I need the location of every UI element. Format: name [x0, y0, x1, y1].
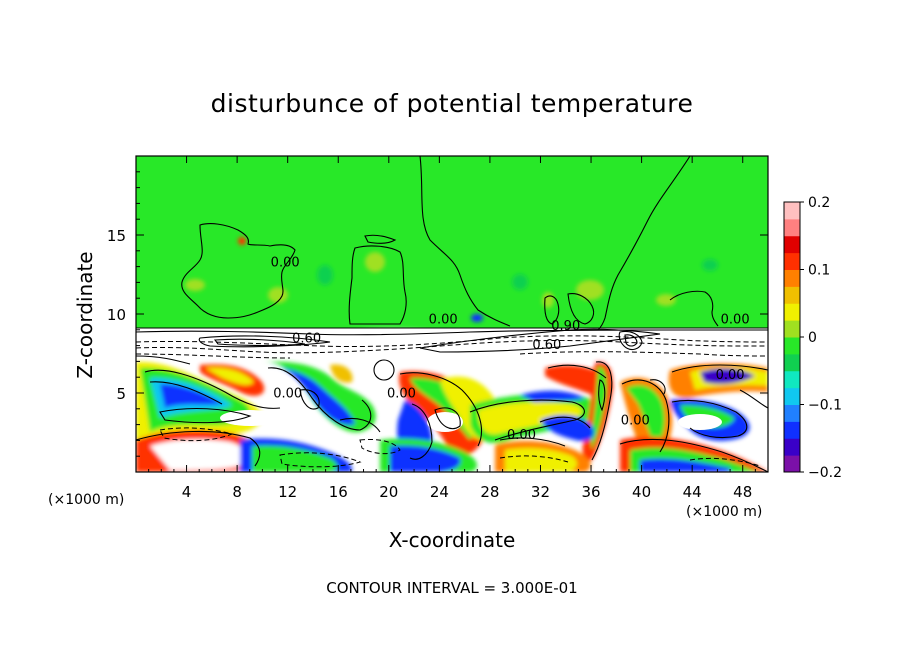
- contour-label: 0.00: [429, 312, 458, 327]
- colorbar-segment: [784, 202, 800, 220]
- plot-field: 0.60 0.00 0.00 0.90 0.60 0.00 0.00 0.00 0.00 0.00…: [136, 156, 768, 472]
- colorbar-segment: [784, 353, 800, 372]
- x-tick-label: 28: [480, 483, 499, 501]
- colorbar-segment: [784, 421, 800, 439]
- x-tick-label: 20: [379, 483, 398, 501]
- colorbar-tick-label: 0.1: [808, 263, 830, 279]
- x-tick-label: 8: [232, 483, 242, 501]
- contour-label: 0.00: [273, 387, 302, 402]
- colorbar-segment: [784, 387, 800, 405]
- x-tick-label: 40: [632, 483, 651, 501]
- x-tick-label: 44: [683, 483, 702, 501]
- y-axis-ticks: 5 10 15: [107, 171, 768, 457]
- x-axis-label: X-coordinate: [389, 528, 516, 552]
- colorbar-segment: [784, 370, 800, 389]
- contour-label: 0.00: [721, 312, 750, 327]
- dashed-contours: [136, 335, 768, 468]
- colorbar-tick-label: 0.2: [808, 195, 830, 211]
- colorbar-segment: [784, 438, 800, 456]
- contour-interval-note: CONTOUR INTERVAL = 3.000E-01: [326, 579, 577, 597]
- x-axis-ticks: 4 8 12 16 20 24 28 32 36 40 44 48: [148, 156, 756, 501]
- contour-label: 0.60: [292, 331, 321, 346]
- colorbar-tick-label: 0: [808, 330, 817, 346]
- colorbar-segment: [784, 269, 800, 287]
- y-tick-label: 10: [107, 306, 126, 324]
- white-regions: [220, 361, 722, 432]
- x-tick-label: 48: [733, 483, 752, 501]
- contour-label: 0.00: [621, 414, 650, 429]
- chart-title: disturbunce of potential temperature: [211, 89, 694, 118]
- y-tick-label: 15: [107, 227, 126, 245]
- colorbar-segment: [784, 218, 800, 237]
- colorbar-segment: [784, 320, 800, 338]
- colorbar: 0.2 0.1 0 −0.1 −0.2: [783, 195, 842, 481]
- colorbar-segment: [784, 235, 800, 254]
- contour-label: 0.00: [271, 256, 300, 271]
- colorbar-segment: [784, 404, 800, 422]
- y-axis-label: Z-coordinate: [73, 251, 97, 378]
- colorbar-segment: [784, 286, 800, 304]
- x-units-right: (×1000 m): [686, 504, 762, 520]
- colorbar-tick-label: −0.2: [808, 465, 842, 481]
- x-tick-label: 36: [581, 483, 600, 501]
- upper-field-features: [185, 237, 718, 322]
- colorbar-tick-label: −0.1: [808, 398, 842, 414]
- contour-labels: 0.60 0.00 0.00 0.90 0.60 0.00 0.00 0.00 0.00 0.00…: [271, 256, 750, 443]
- colorbar-segment: [784, 455, 800, 473]
- contour-label: 0.90: [551, 319, 580, 334]
- x-tick-label: 12: [278, 483, 297, 501]
- x-tick-label: 24: [430, 483, 449, 501]
- colorbar-segment: [784, 303, 800, 321]
- y-tick-label: 5: [116, 385, 126, 403]
- x-tick-label: 4: [182, 483, 192, 501]
- contour-label: 0.00: [716, 368, 745, 383]
- contour-label: 0.60: [532, 338, 561, 353]
- colorbar-segment: [784, 252, 800, 270]
- x-tick-label: 32: [531, 483, 550, 501]
- contour-label: 0.00: [387, 387, 416, 402]
- contour-lines: [136, 156, 768, 472]
- colorbar-segment: [784, 337, 800, 355]
- x-units-left: (×1000 m): [48, 492, 124, 508]
- x-tick-label: 16: [329, 483, 348, 501]
- contour-label: 0.00: [507, 428, 536, 443]
